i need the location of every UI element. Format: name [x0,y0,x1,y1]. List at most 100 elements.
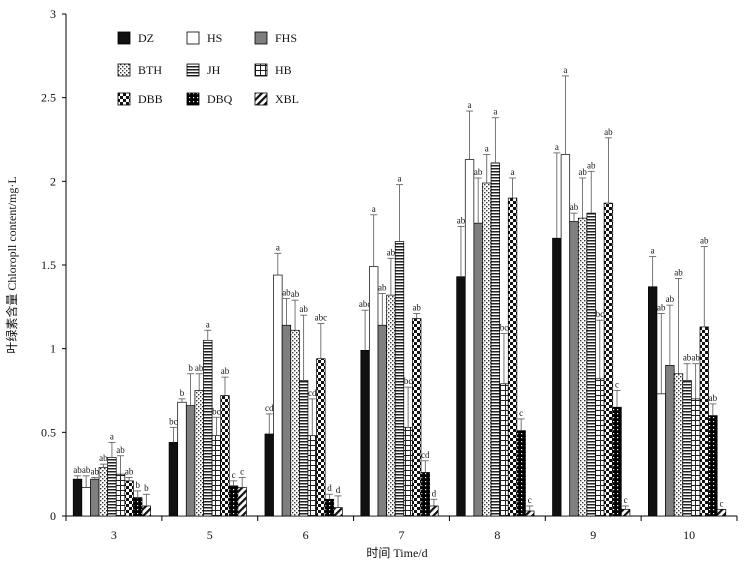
significance-label: ab [73,465,82,475]
bar-dbb-day-10 [699,326,709,517]
bar-jh-day-8 [490,162,501,517]
legend-label-dbb: DBB [138,92,163,106]
significance-label: a [398,174,402,184]
bar-bth-day-9 [577,217,588,517]
bar-dz-day-10 [648,286,658,517]
legend-label-hs: HS [207,31,222,45]
significance-label: ab [82,465,91,475]
bar-dz-day-6 [264,433,274,517]
bar-dbq-day-9 [612,406,622,517]
x-tick-label: 6 [303,528,309,542]
significance-label: bc [212,406,221,416]
significance-label: cd [421,450,430,460]
significance-label: d [336,485,341,495]
significance-label: bc [404,376,413,386]
y-tick-label: 1 [50,342,56,356]
bar-bth-day-6 [290,329,300,517]
legend-label-dbq: DBQ [207,92,233,106]
significance-label: b [135,480,140,490]
significance-label: ab [683,353,692,363]
significance-label: a [276,242,280,252]
y-tick-label: 0.5 [41,425,56,439]
bar-fhs-day-8 [473,222,483,517]
bar-fhs-day-10 [665,365,675,517]
bar-jh-day-6 [298,380,309,517]
significance-label: b [180,388,185,398]
bar-bth-day-10 [673,373,684,517]
significance-label: ab [587,160,596,170]
x-tick-label: 7 [399,528,405,542]
x-axis-title: 时间 Time/d [366,546,427,560]
bar-dbq-day-10 [708,415,718,517]
legend-swatch-fhs [254,31,268,45]
legend-swatch-hb [254,63,268,77]
bar-xbl-day-6 [333,507,343,517]
significance-label: ab [604,127,613,137]
legend-label-dz: DZ [138,31,154,45]
bar-jh-day-5 [203,339,213,517]
significance-label: abc [359,299,372,309]
legend-label-xbl: XBL [275,92,299,106]
significance-label: bc [169,416,178,426]
significance-label: ab [666,294,675,304]
significance-label: c [240,467,244,477]
significance-label: b [144,483,149,493]
bar-hb-day-6 [307,435,317,517]
bar-xbl-day-8 [525,510,535,517]
bar-dbq-day-6 [324,498,335,517]
bar-dz-day-9 [552,237,562,517]
legend-label-fhs: FHS [275,31,297,45]
significance-label: a [485,144,489,154]
bar-hb-day-5 [211,435,222,517]
significance-label: a [511,167,515,177]
significance-label: bc [500,323,509,333]
bar-hb-day-9 [595,378,605,517]
significance-label: ab [99,453,108,463]
bar-dz-day-5 [168,442,179,517]
significance-label: ab [457,216,466,226]
significance-label: a [555,142,559,152]
x-tick-label: 5 [207,528,213,542]
significance-label: a [493,107,497,117]
bar-fhs-day-3 [90,478,100,517]
significance-label: a [372,204,376,214]
bar-dbb-day-3 [124,480,134,517]
significance-label: ab [412,303,421,313]
legend-swatch-dz [117,31,131,45]
bar-dbq-day-7 [420,472,430,517]
bar-dz-day-3 [72,478,83,517]
significance-label: a [206,319,210,329]
significance-label: c [719,498,723,508]
bar-hs-day-7 [369,266,379,517]
bar-hb-day-7 [403,426,413,517]
significance-label: c [519,408,523,418]
bar-hs-day-5 [177,401,187,517]
bar-hb-day-8 [499,383,509,517]
significance-label: ab [657,303,666,313]
bar-dbb-day-9 [603,202,614,517]
bar-bth-day-7 [386,294,396,517]
bar-hs-day-10 [656,393,666,517]
bar-fhs-day-6 [281,324,292,517]
y-tick-label: 2 [50,174,56,188]
bar-hb-day-10 [691,398,701,517]
bar-xbl-day-7 [429,505,439,517]
legend-label-bth: BTH [138,63,162,77]
significance-label: a [651,246,655,256]
significance-label: ab [195,363,204,373]
significance-label: ab [299,304,308,314]
bar-jh-day-10 [682,380,692,517]
significance-label: c [615,380,619,390]
significance-label: ab [282,287,291,297]
significance-label: bc [596,309,605,319]
legend-label-jh: JH [207,63,221,77]
significance-label: abc [315,313,328,323]
significance-label: a [110,431,114,441]
significance-label: ab [570,202,579,212]
bar-fhs-day-5 [185,405,196,517]
bar-fhs-day-9 [569,221,579,517]
bar-hs-day-6 [273,274,283,517]
significance-label: a [468,100,472,110]
